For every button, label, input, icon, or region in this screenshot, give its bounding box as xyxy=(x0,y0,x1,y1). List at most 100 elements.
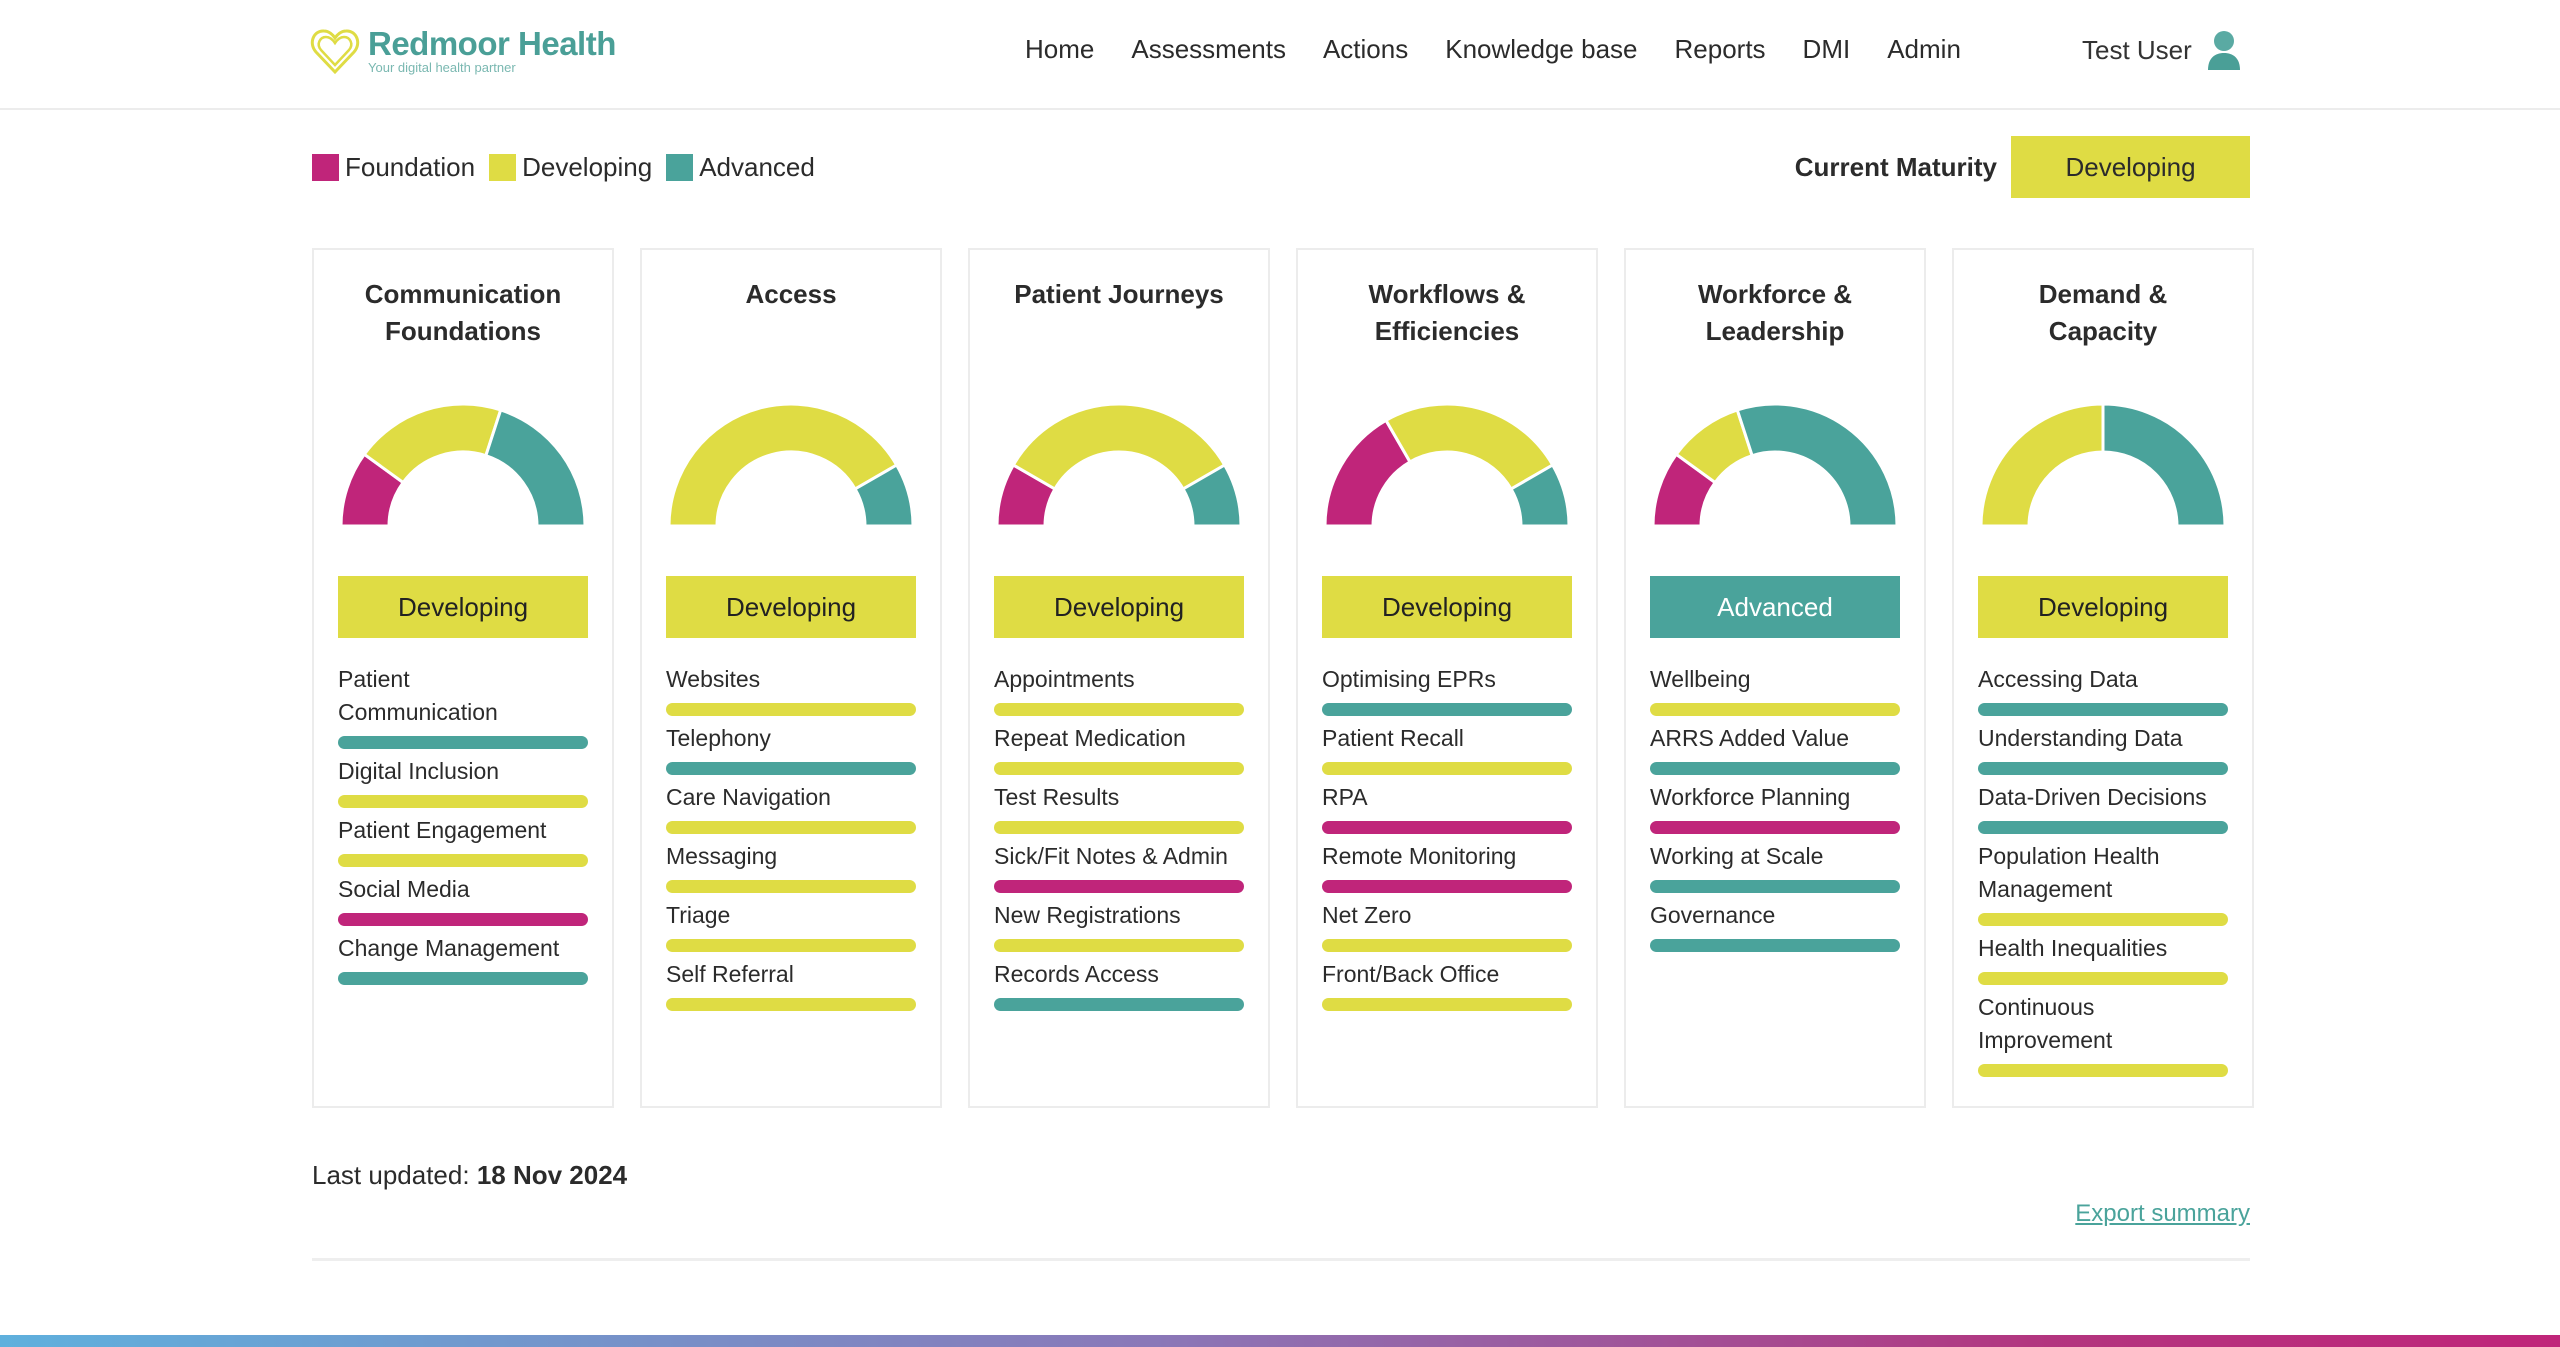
gauge-segment-advanced xyxy=(1509,462,1571,528)
gauge-segment-advanced xyxy=(853,462,915,528)
capability-label: Continuous Improvement xyxy=(1978,994,2113,1053)
capability-item: Working at Scale xyxy=(1650,840,1900,893)
card-status-badge: Developing xyxy=(1322,576,1572,638)
capability-item: Accessing Data xyxy=(1978,663,2228,716)
capability-item: RPA xyxy=(1322,781,1572,834)
last-updated-value: 18 Nov 2024 xyxy=(476,1160,628,1190)
nav-dmi[interactable]: DMI xyxy=(1802,34,1851,64)
nav-admin[interactable]: Admin xyxy=(1887,34,1961,64)
card-status-badge: Advanced xyxy=(1650,576,1900,638)
capability-label: ARRS Added Value xyxy=(1650,725,1850,751)
capability-level-bar-developing xyxy=(666,880,916,893)
capability-level-bar-advanced xyxy=(338,736,588,749)
capability-item: Front/Back Office xyxy=(1322,958,1572,1011)
capability-level-bar-foundation xyxy=(1322,821,1572,834)
category-card-communication-foundations: Communication Foundations Developing Patien… xyxy=(312,248,614,1108)
capability-label: Population Health Management xyxy=(1978,843,2160,902)
maturity-gauge xyxy=(1979,404,2227,528)
capability-level-bar-developing xyxy=(338,854,588,867)
maturity-gauge xyxy=(667,404,915,528)
card-title-line: Leadership xyxy=(1705,316,1845,346)
user-menu[interactable]: Test User xyxy=(2082,30,2242,70)
capability-label: Telephony xyxy=(666,725,771,751)
category-card-workforce-leadership: Workforce & Leadership Advanced Wellbeing AR… xyxy=(1624,248,1926,1108)
capability-item: Care Navigation xyxy=(666,781,916,834)
card-title-line: Capacity xyxy=(2048,316,2158,346)
capability-item: Continuous Improvement xyxy=(1978,991,2228,1077)
card-title-line: Communication xyxy=(364,279,562,309)
capability-item: Change Management xyxy=(338,932,588,985)
nav-reports[interactable]: Reports xyxy=(1674,34,1766,64)
capability-label: Websites xyxy=(666,666,761,692)
current-maturity-badge: Developing xyxy=(2011,136,2250,198)
card-title-line: Workflows & xyxy=(1368,279,1526,309)
capability-level-bar-advanced xyxy=(1978,703,2228,716)
capability-item: Telephony xyxy=(666,722,916,775)
nav-assessments[interactable]: Assessments xyxy=(1131,34,1286,64)
capability-label: Change Management xyxy=(338,935,560,961)
capability-label: Digital Inclusion xyxy=(338,758,500,784)
card-title: Access xyxy=(666,276,916,352)
last-updated: Last updated: 18 Nov 2024 xyxy=(312,1160,627,1191)
capability-item: Remote Monitoring xyxy=(1322,840,1572,893)
nav-actions[interactable]: Actions xyxy=(1322,34,1409,64)
capability-level-bar-advanced xyxy=(1978,821,2228,834)
capability-item: Messaging xyxy=(666,840,916,893)
legend-label: Foundation xyxy=(345,152,476,182)
user-icon xyxy=(2207,31,2240,70)
capability-level-bar-advanced xyxy=(1650,762,1900,775)
card-title-line: Access xyxy=(745,279,837,309)
capability-label: Records Access xyxy=(994,961,1159,987)
export-summary-link[interactable]: Export summary xyxy=(2075,1200,2250,1227)
capability-level-bar-foundation xyxy=(1322,880,1572,893)
brand-tagline: Your digital health partner xyxy=(368,60,516,75)
capability-level-bar-developing xyxy=(666,998,916,1011)
capability-level-bar-developing xyxy=(1978,972,2228,985)
gauge-segment-advanced xyxy=(1181,462,1243,528)
capability-level-bar-developing xyxy=(338,795,588,808)
capability-item: Health Inequalities xyxy=(1978,932,2228,985)
capability-label: Wellbeing xyxy=(1650,666,1751,692)
capability-level-bar-advanced xyxy=(1978,762,2228,775)
card-status-badge: Developing xyxy=(338,576,588,638)
capability-item: Digital Inclusion xyxy=(338,755,588,808)
capability-item: Workforce Planning xyxy=(1650,781,1900,834)
capability-level-bar-developing xyxy=(994,703,1244,716)
card-title-line: Efficiencies xyxy=(1374,316,1520,346)
card-status-badge: Developing xyxy=(994,576,1244,638)
capability-label: Optimising EPRs xyxy=(1322,666,1496,692)
brand-gradient-bar xyxy=(0,1335,2560,1347)
brand-logo[interactable]: Redmoor Health Your digital health partn… xyxy=(310,26,616,78)
nav-home[interactable]: Home xyxy=(1025,34,1095,64)
capability-label: Accessing Data xyxy=(1978,666,2138,692)
capability-level-bar-developing xyxy=(1322,762,1572,775)
legend-foundation: Foundation xyxy=(312,152,475,183)
nav-knowledge-base[interactable]: Knowledge base xyxy=(1445,34,1638,64)
capability-item: Records Access xyxy=(994,958,1244,1011)
capability-level-bar-developing xyxy=(1322,998,1572,1011)
capability-level-bar-developing xyxy=(994,939,1244,952)
capability-label: Net Zero xyxy=(1322,902,1412,928)
capability-label: Data-Driven Decisions xyxy=(1978,784,2207,810)
last-updated-label: Last updated: xyxy=(312,1160,470,1190)
capability-list: Websites Telephony Care Navigation Messagin… xyxy=(666,663,916,1011)
capability-item: Patient Communication xyxy=(338,663,588,749)
gauge-segment-developing xyxy=(667,404,899,528)
top-header: Redmoor Health Your digital health partn… xyxy=(0,0,2560,110)
capability-label: Working at Scale xyxy=(1650,843,1824,869)
card-status-badge: Developing xyxy=(666,576,916,638)
capability-item: Patient Recall xyxy=(1322,722,1572,775)
capability-item: Governance xyxy=(1650,899,1900,952)
maturity-legend: Foundation Developing Advanced xyxy=(312,152,829,183)
capability-label: Self Referral xyxy=(666,961,794,987)
capability-item: Population Health Management xyxy=(1978,840,2228,926)
current-maturity: Current Maturity Developing xyxy=(1795,136,2250,198)
gauge-segment-developing xyxy=(1979,404,2105,528)
capability-label: Front/Back Office xyxy=(1322,961,1500,987)
maturity-gauge xyxy=(339,404,587,528)
card-title: Workflows & Efficiencies xyxy=(1322,276,1572,352)
category-card-workflows-efficiencies: Workflows & Efficiencies Developing Optimis… xyxy=(1296,248,1598,1108)
card-title-line: Workforce & xyxy=(1697,279,1853,309)
capability-list: Patient Communication Digital Inclusion Pa… xyxy=(338,663,588,985)
capability-item: Wellbeing xyxy=(1650,663,1900,716)
